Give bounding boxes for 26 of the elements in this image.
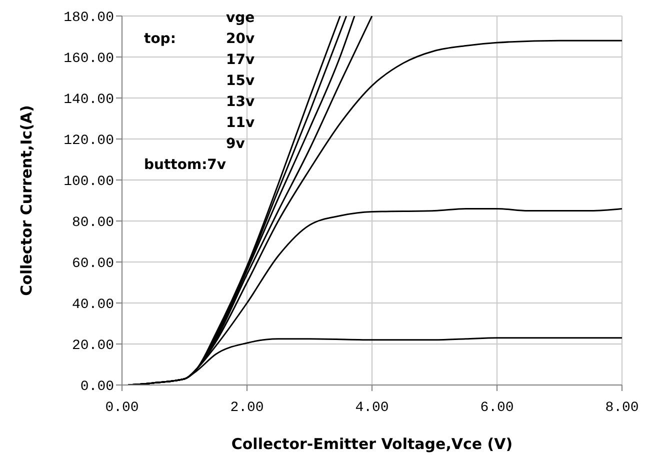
y-tick-label: 40.00	[72, 296, 114, 313]
annotation: 17v	[226, 52, 255, 68]
y-tick-label: 20.00	[72, 338, 114, 354]
y-tick-label: 160.00	[64, 50, 114, 67]
y-axis-title: Collector Current,Ic(A)	[17, 105, 36, 296]
x-tick-label: 0.00	[105, 400, 139, 416]
annotation: buttom:7v	[144, 157, 226, 173]
y-tick-label: 100.00	[64, 174, 114, 190]
x-tick-label: 2.00	[230, 400, 264, 416]
y-tick-label: 120.00	[64, 132, 114, 149]
y-tick-label: 80.00	[72, 214, 114, 231]
y-tick-label: 140.00	[64, 92, 114, 108]
x-tick-label: 4.00	[355, 400, 389, 416]
annotation: 15v	[226, 73, 255, 89]
annotation: 9v	[226, 136, 245, 152]
annotation: vge	[226, 10, 255, 26]
x-axis-title: Collector-Emitter Voltage,Vce (V)	[231, 435, 513, 453]
annotation: 20v	[226, 31, 255, 47]
y-tick-label: 0.00	[80, 378, 114, 395]
x-tick-label: 6.00	[480, 400, 514, 416]
annotation: 13v	[226, 94, 255, 110]
x-tick-label: 8.00	[605, 400, 639, 416]
y-tick-label: 180.00	[64, 10, 114, 26]
y-tick-label: 60.00	[72, 256, 114, 272]
annotation: 11v	[226, 115, 255, 131]
annotation: top:	[144, 31, 176, 47]
